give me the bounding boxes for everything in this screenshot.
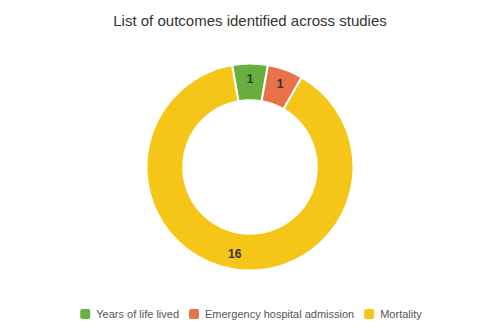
svg-text:Years of life lived: Years of life lived bbox=[96, 308, 179, 320]
svg-text:1: 1 bbox=[277, 77, 284, 91]
svg-text:16: 16 bbox=[228, 247, 242, 261]
svg-text:1: 1 bbox=[247, 72, 254, 86]
svg-text:Mortality: Mortality bbox=[380, 308, 422, 320]
svg-text:Emergency hospital admission: Emergency hospital admission bbox=[205, 308, 354, 320]
svg-text:List of outcomes identified ac: List of outcomes identified across studi… bbox=[113, 12, 386, 29]
